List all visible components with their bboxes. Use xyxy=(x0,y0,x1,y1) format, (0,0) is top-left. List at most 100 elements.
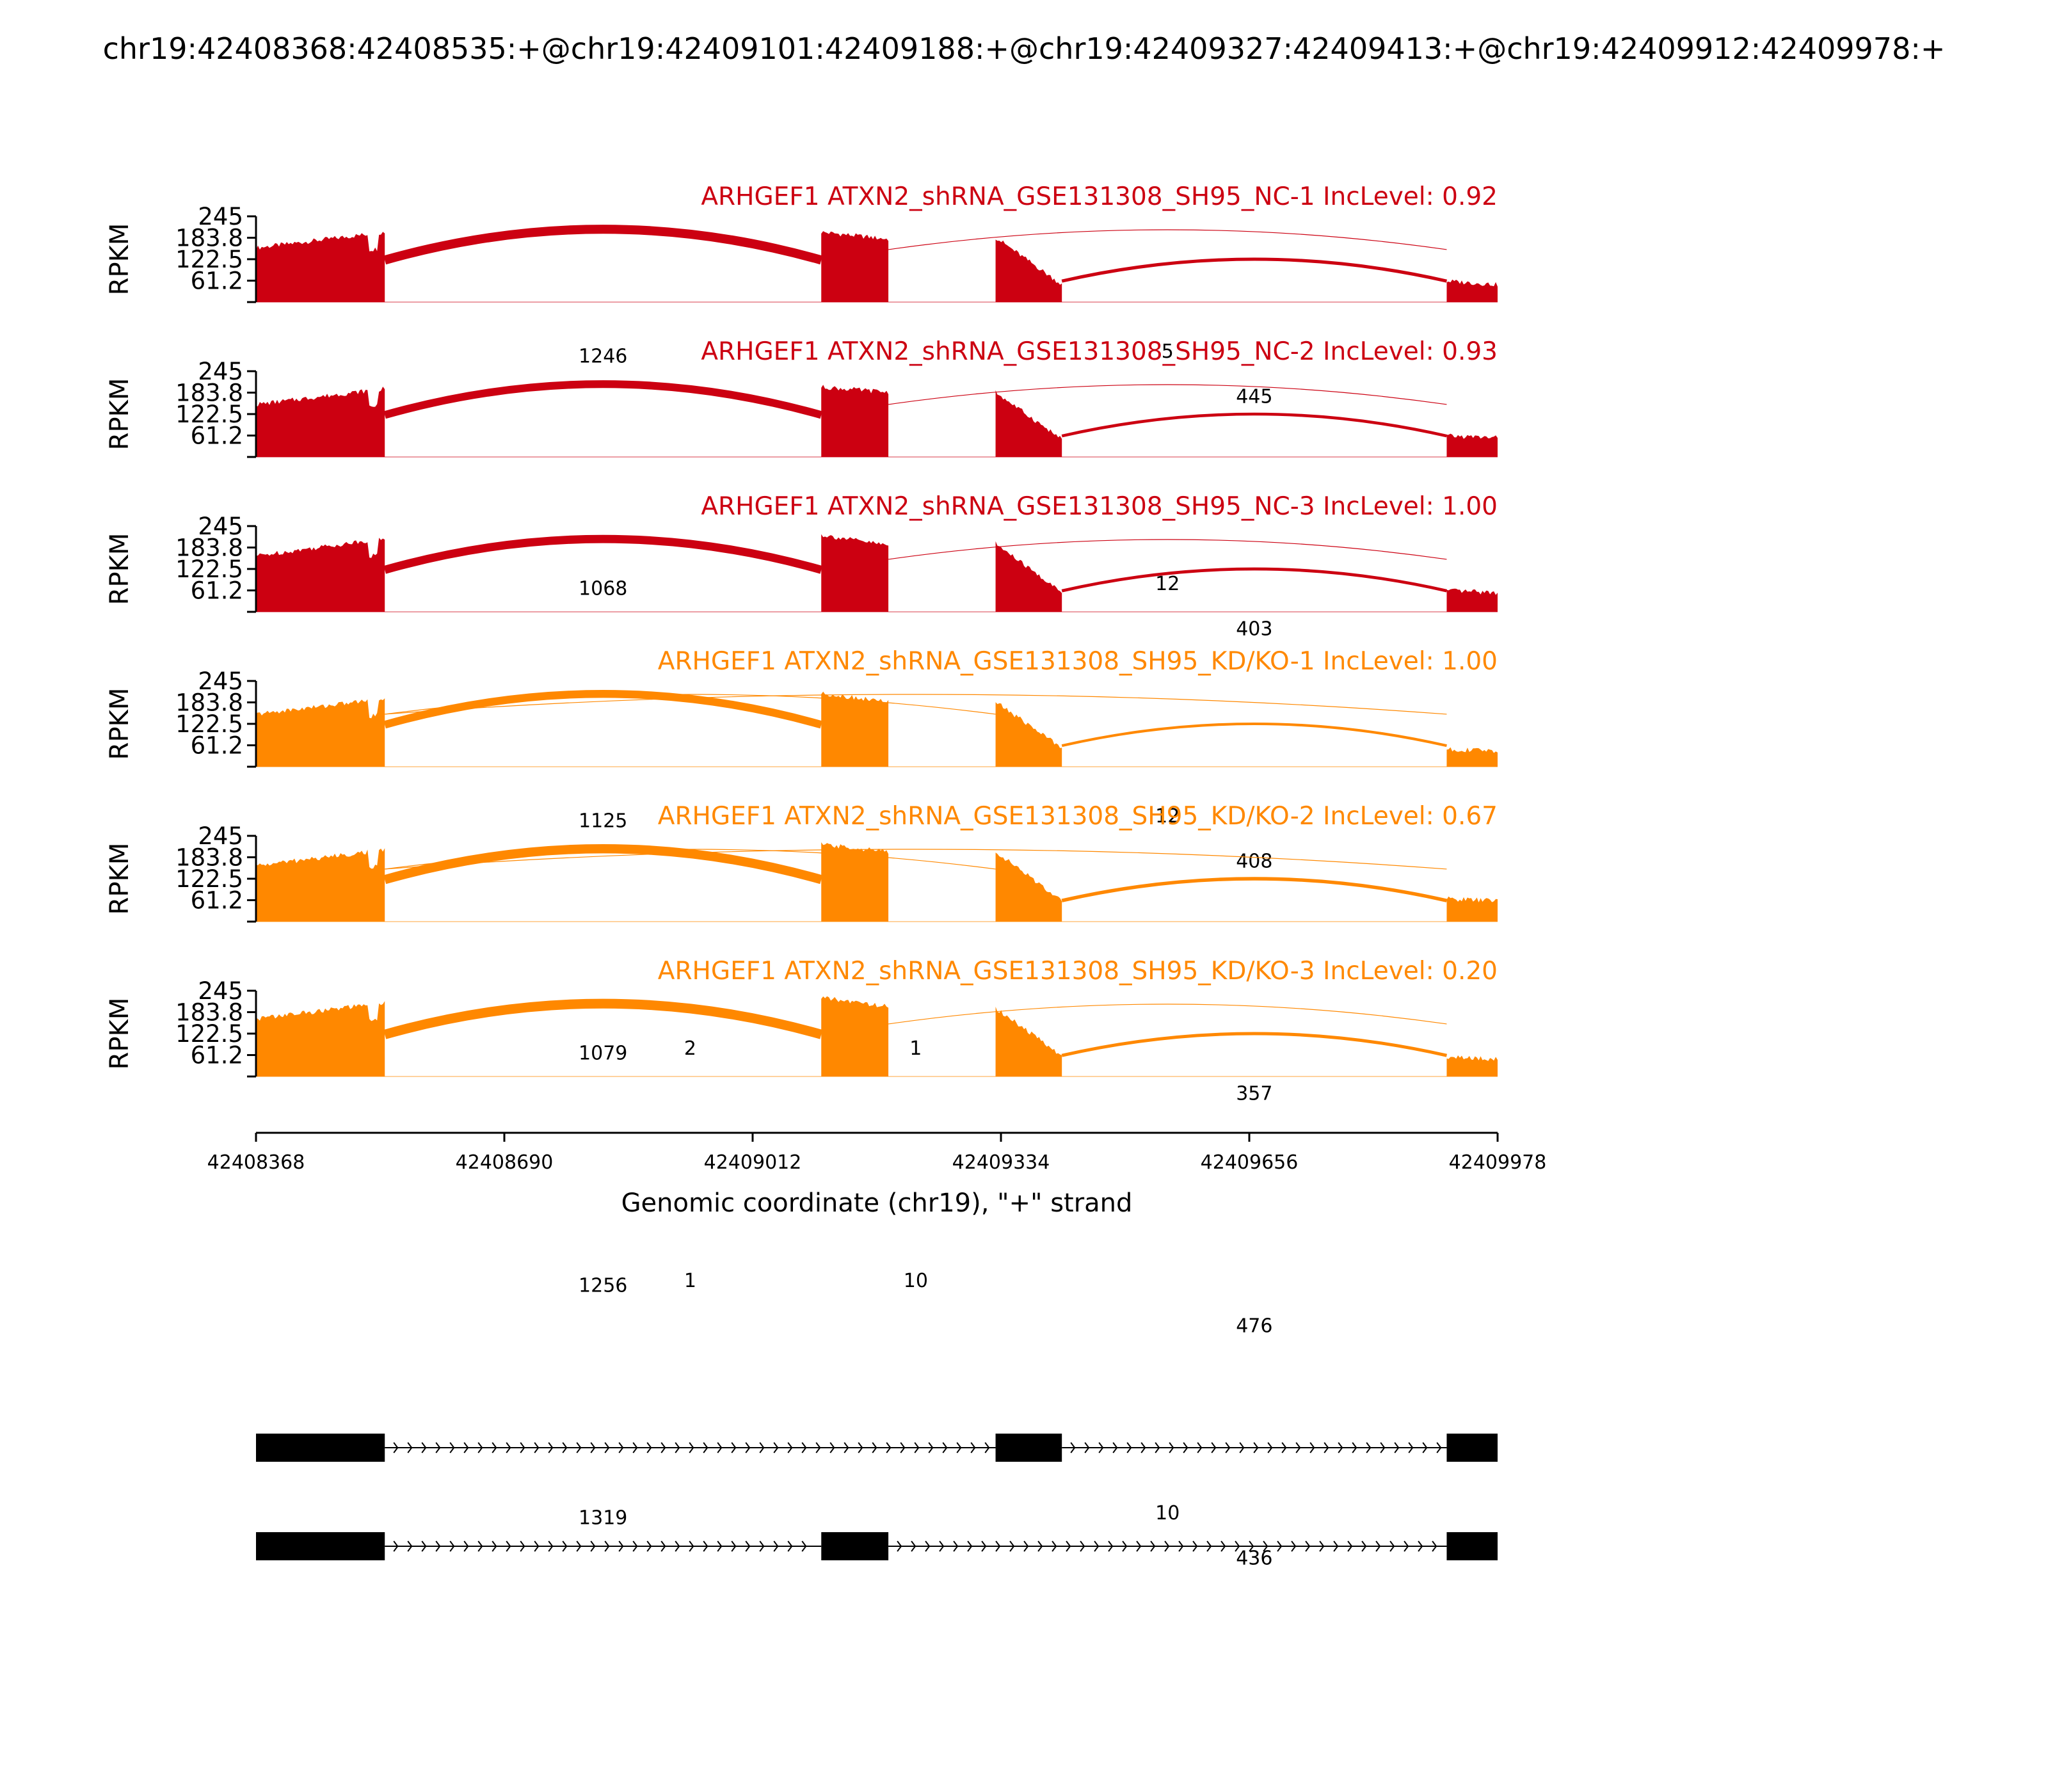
strand-arrow xyxy=(675,1442,680,1453)
strand-arrow xyxy=(1352,1442,1357,1453)
x-tick-label: 42409656 xyxy=(1201,1151,1299,1174)
junction-arc xyxy=(1061,412,1447,438)
strand-arrow xyxy=(731,1442,737,1453)
coverage-area xyxy=(995,239,1062,302)
strand-arrow xyxy=(1253,1442,1259,1453)
exon-block xyxy=(995,1434,1062,1462)
strand-arrow xyxy=(1178,1540,1184,1552)
strand-arrow xyxy=(1389,1540,1395,1552)
strand-arrow xyxy=(703,1540,708,1552)
y-tick-label: 61.2 xyxy=(191,268,243,295)
junction-label-box xyxy=(1148,1501,1188,1523)
junction-arc xyxy=(385,694,996,715)
strand-arrow xyxy=(1380,1442,1386,1453)
junction-arc xyxy=(383,534,822,574)
y-tick-label: 61.2 xyxy=(191,732,243,760)
coverage-area xyxy=(1446,896,1498,922)
strand-arrow xyxy=(787,1540,793,1552)
strand-arrow xyxy=(995,1540,1001,1552)
strand-arrow xyxy=(1347,1540,1353,1552)
junction-label-group: 2 xyxy=(676,1036,704,1060)
figure-title: chr19:42408368:42408535:+@chr19:42409101… xyxy=(103,31,1946,66)
y-tick-label: 61.2 xyxy=(191,577,243,605)
junction-arc xyxy=(385,849,1447,870)
strand-arrow xyxy=(1324,1442,1329,1453)
strand-arrow xyxy=(1422,1442,1428,1453)
strand-arrow xyxy=(1436,1442,1442,1453)
strand-arrow xyxy=(1263,1540,1268,1552)
isoform-structures xyxy=(256,1434,1498,1560)
y-tick-label: 245 xyxy=(198,358,243,385)
strand-arrow xyxy=(844,1442,849,1453)
strand-arrow xyxy=(393,1540,399,1552)
junction-label-box xyxy=(571,1274,636,1296)
strand-arrow xyxy=(393,1442,399,1453)
junction-label-box xyxy=(1228,849,1281,872)
y-tick-label: 122.5 xyxy=(175,865,243,893)
strand-arrow xyxy=(1404,1540,1409,1552)
strand-arrow xyxy=(1249,1540,1254,1552)
strand-arrow xyxy=(618,1442,624,1453)
junction-label-box xyxy=(902,1036,930,1059)
junction-label-box xyxy=(571,577,636,599)
y-tick-label: 122.5 xyxy=(175,401,243,428)
strand-arrow xyxy=(1295,1442,1301,1453)
strand-arrow xyxy=(759,1442,765,1453)
coverage-area xyxy=(821,996,889,1076)
strand-arrow xyxy=(1066,1540,1071,1552)
strand-arrow xyxy=(1225,1442,1231,1453)
y-tick-label: 183.8 xyxy=(175,534,243,561)
y-tick-label: 61.2 xyxy=(191,887,243,915)
strand-arrow xyxy=(463,1442,469,1453)
strand-arrow xyxy=(534,1540,540,1552)
strand-arrow xyxy=(703,1442,708,1453)
coverage-area xyxy=(256,387,385,457)
strand-arrow xyxy=(1150,1540,1156,1552)
junction-label-group: 1246 xyxy=(571,344,636,367)
junction-arc xyxy=(888,1004,1447,1025)
track-title: ARHGEF1 ATXN2_shRNA_GSE131308_SH95_NC-1 … xyxy=(701,182,1498,211)
coverage-area xyxy=(995,390,1062,457)
junction-arc xyxy=(888,539,1447,560)
junction-count-label: 1256 xyxy=(579,1274,627,1297)
junction-label-group: 1319 xyxy=(571,1506,636,1529)
junction-label-group: 12 xyxy=(1148,804,1188,828)
track-title: ARHGEF1 ATXN2_shRNA_GSE131308_SH95_KD/KO… xyxy=(658,957,1498,986)
strand-arrow xyxy=(1155,1442,1160,1453)
coverage-area xyxy=(1446,747,1498,767)
junction-arc xyxy=(888,229,1447,250)
strand-arrow xyxy=(421,1442,427,1453)
strand-arrow xyxy=(1122,1540,1128,1552)
strand-arrow xyxy=(773,1442,779,1453)
junction-label-group: 10 xyxy=(1148,1501,1188,1524)
strand-arrow xyxy=(646,1540,652,1552)
y-tick-label: 245 xyxy=(198,203,243,230)
y-tick-label: 245 xyxy=(198,822,243,850)
strand-arrow xyxy=(1235,1540,1240,1552)
exon-block xyxy=(1446,1434,1498,1462)
junction-label-box xyxy=(1228,385,1281,407)
junction-count-label: 1068 xyxy=(579,577,627,600)
y-tick-label: 122.5 xyxy=(175,710,243,738)
junction-count-label: 12 xyxy=(1155,805,1180,828)
y-axis-title: RPKM xyxy=(105,998,134,1070)
strand-arrow xyxy=(689,1442,694,1453)
track-5: ARHGEF1 ATXN2_shRNA_GSE131308_SH95_KD/KO… xyxy=(105,802,1498,1338)
strand-arrow xyxy=(477,1442,483,1453)
y-tick-label: 183.8 xyxy=(175,844,243,871)
coverage-area xyxy=(256,232,385,302)
strand-arrow xyxy=(1394,1442,1400,1453)
strand-arrow xyxy=(1305,1540,1311,1552)
strand-arrow xyxy=(1197,1442,1203,1453)
y-tick-label: 245 xyxy=(198,977,243,1005)
coverage-area xyxy=(821,534,889,612)
strand-arrow xyxy=(1126,1442,1132,1453)
strand-arrow xyxy=(1432,1540,1437,1552)
strand-arrow xyxy=(1418,1540,1423,1552)
y-tick-label: 61.2 xyxy=(191,422,243,450)
junction-count-label: 436 xyxy=(1236,1548,1272,1570)
junction-count-label: 5 xyxy=(1162,340,1174,363)
junction-label-box xyxy=(571,1506,636,1528)
